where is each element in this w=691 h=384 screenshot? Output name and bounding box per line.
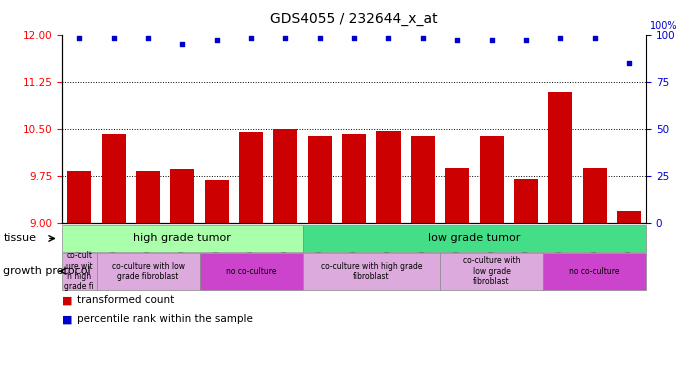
Bar	[411, 136, 435, 223]
Text: ■: ■	[62, 295, 76, 305]
Point	[74, 35, 85, 41]
Bar	[480, 136, 504, 223]
Bar	[548, 92, 572, 223]
Text: high grade tumor: high grade tumor	[133, 233, 231, 243]
Point	[211, 37, 223, 43]
Text: percentile rank within the sample: percentile rank within the sample	[77, 314, 254, 324]
Bar	[136, 171, 160, 223]
Bar	[205, 180, 229, 223]
Point	[177, 41, 188, 47]
Bar	[514, 179, 538, 223]
Bar	[67, 171, 91, 223]
Text: co-cult
ure wit
h high
grade fi: co-cult ure wit h high grade fi	[64, 251, 94, 291]
Point	[142, 35, 153, 41]
Bar	[617, 212, 641, 223]
Text: co-culture with low
grade fibroblast: co-culture with low grade fibroblast	[111, 262, 184, 281]
Point	[452, 37, 463, 43]
Text: ■: ■	[62, 314, 76, 324]
Point	[280, 35, 291, 41]
Bar	[102, 134, 126, 223]
Point	[623, 60, 634, 66]
Text: co-culture with
low grade
fibroblast: co-culture with low grade fibroblast	[463, 257, 520, 286]
Text: no co-culture: no co-culture	[569, 267, 620, 276]
Bar	[445, 167, 469, 223]
Text: tissue: tissue	[3, 233, 37, 243]
Point	[314, 35, 325, 41]
Text: 100%: 100%	[650, 21, 677, 31]
Bar	[307, 136, 332, 223]
Bar	[239, 132, 263, 223]
Bar	[274, 129, 297, 223]
Bar	[377, 131, 401, 223]
Point	[383, 35, 394, 41]
Point	[108, 35, 120, 41]
Point	[417, 35, 428, 41]
Text: low grade tumor: low grade tumor	[428, 233, 520, 243]
Point	[348, 35, 359, 41]
Text: co-culture with high grade
fibroblast: co-culture with high grade fibroblast	[321, 262, 422, 281]
Bar	[171, 169, 194, 223]
Text: no co-culture: no co-culture	[226, 267, 276, 276]
Text: GDS4055 / 232644_x_at: GDS4055 / 232644_x_at	[270, 12, 438, 25]
Text: transformed count: transformed count	[77, 295, 175, 305]
Point	[589, 35, 600, 41]
Point	[555, 35, 566, 41]
Bar	[342, 134, 366, 223]
Text: growth protocol: growth protocol	[3, 266, 91, 276]
Point	[245, 35, 256, 41]
Point	[520, 37, 531, 43]
Bar	[583, 167, 607, 223]
Point	[486, 37, 497, 43]
